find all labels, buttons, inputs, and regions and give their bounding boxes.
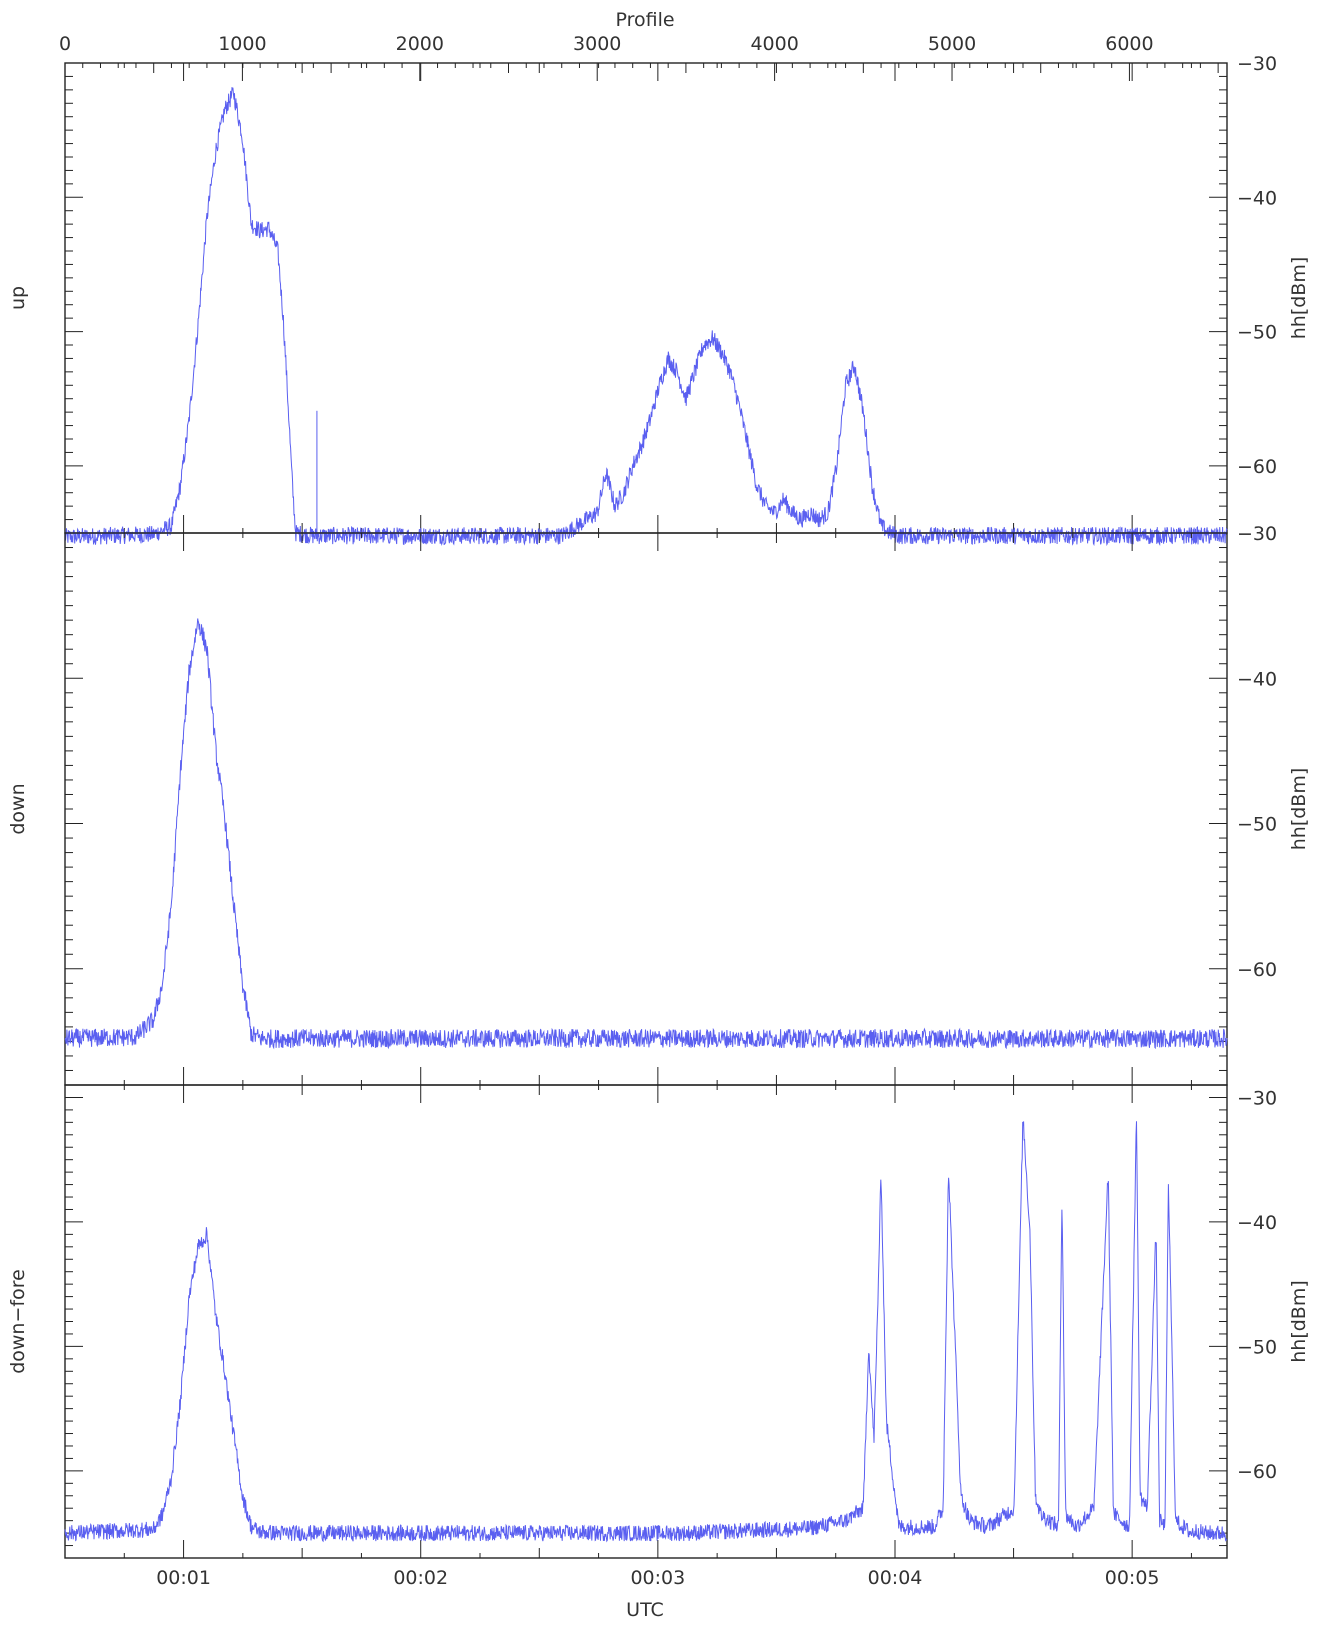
- panel-label-3: down−fore: [7, 1269, 29, 1374]
- top-tick-label: 4000: [750, 33, 798, 55]
- y-tick-label: −30: [1237, 523, 1277, 545]
- bottom-tick-label: 00:02: [393, 1567, 448, 1589]
- bottom-tick-label: 00:04: [868, 1567, 923, 1589]
- bottom-tick-label: 00:03: [630, 1567, 685, 1589]
- top-tick-label: 0: [59, 33, 71, 55]
- y-tick-label: −30: [1237, 1087, 1277, 1109]
- plot-layer: up hh[dBm] −30 −40 −50 −60 down hh[dBm] −30 −40 −5…: [7, 33, 1310, 1589]
- panel-1: up hh[dBm] −30 −40 −50 −60: [7, 53, 1310, 547]
- series-line-3: [64, 1121, 1228, 1543]
- y-tick-label: −60: [1237, 959, 1277, 981]
- bottom-tick-label: 00:01: [156, 1567, 211, 1589]
- y-tick-label: −60: [1237, 456, 1277, 478]
- panel-frame: [64, 532, 1228, 1086]
- top-tick-label: 3000: [573, 33, 621, 55]
- y-tick-label: −30: [1237, 53, 1277, 75]
- y-tick-label: −40: [1237, 668, 1277, 690]
- y-tick-label: −50: [1237, 814, 1277, 836]
- series-line-2: [64, 618, 1228, 1050]
- top-tick-label: 5000: [928, 33, 976, 55]
- top-tick-label: 6000: [1105, 33, 1153, 55]
- panel-frame: [64, 62, 1228, 534]
- y-tick-label: −40: [1237, 1212, 1277, 1234]
- y-tick-label: −50: [1237, 322, 1277, 344]
- bottom-axis-title: UTC: [626, 1599, 664, 1621]
- series-line-1: [64, 86, 1228, 547]
- panel-label-2: down: [7, 783, 29, 834]
- top-tick-label: 1000: [218, 33, 266, 55]
- panel-label-1: up: [7, 286, 29, 310]
- y-tick-label: −50: [1237, 1336, 1277, 1358]
- panel-3: down−fore hh[dBm] −30 −40 −50 −60: [7, 1084, 1310, 1559]
- top-axis-title: Profile: [615, 9, 674, 31]
- y-tick-label: −40: [1237, 187, 1277, 209]
- panel-frame: [64, 1084, 1228, 1559]
- panel-2: down hh[dBm] −30 −40 −50 −60: [7, 523, 1310, 1086]
- y-axis-title-3: hh[dBm]: [1288, 1280, 1310, 1363]
- y-axis-title-1: hh[dBm]: [1288, 257, 1310, 340]
- y-tick-label: −60: [1237, 1461, 1277, 1483]
- y-axis-title-2: hh[dBm]: [1288, 768, 1310, 851]
- bottom-tick-label: 00:05: [1105, 1567, 1160, 1589]
- top-tick-label: 2000: [396, 33, 444, 55]
